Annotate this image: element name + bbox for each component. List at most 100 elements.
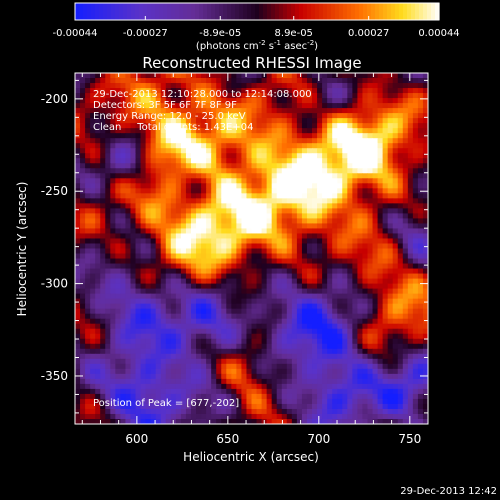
heatmap-cell: [80, 343, 86, 350]
heatmap-cell: [90, 118, 96, 124]
heatmap-cell: [175, 158, 182, 164]
heatmap-cell: [382, 113, 389, 119]
heatmap-cell: [337, 248, 343, 255]
heatmap-cell: [392, 133, 399, 139]
heatmap-cell: [231, 313, 237, 320]
heatmap-cell: [196, 313, 202, 320]
heatmap-cell: [402, 273, 409, 280]
heatmap-cell: [115, 253, 121, 260]
heatmap-cell: [206, 118, 212, 124]
heatmap-cell: [201, 248, 207, 255]
heatmap-cell: [392, 233, 399, 239]
heatmap-cell: [402, 318, 409, 325]
heatmap-cell: [417, 138, 424, 144]
heatmap-cell: [201, 308, 207, 315]
heatmap-cell: [85, 253, 91, 260]
heatmap-cell: [412, 83, 419, 89]
heatmap-cell: [236, 228, 242, 234]
heatmap-cell: [110, 253, 116, 260]
heatmap-cell: [301, 238, 308, 244]
heatmap-cell: [135, 278, 142, 285]
heatmap-cell: [271, 163, 278, 169]
heatmap-cell: [261, 133, 268, 139]
heatmap-cell: [417, 388, 424, 395]
heatmap-cell: [327, 153, 333, 159]
heatmap-cell: [402, 143, 409, 149]
heatmap-cell: [317, 243, 323, 249]
heatmap-cell: [291, 398, 298, 405]
heatmap-cell: [165, 128, 172, 134]
heatmap-cell: [216, 293, 222, 300]
heatmap-cell: [145, 123, 152, 129]
heatmap-cell: [241, 388, 247, 395]
heatmap-cell: [377, 248, 384, 255]
heatmap-cell: [397, 228, 404, 234]
heatmap-cell: [180, 268, 187, 275]
heatmap-cell: [407, 343, 414, 350]
heatmap-cell: [261, 393, 268, 400]
heatmap-cell: [246, 168, 252, 174]
heatmap-cell: [276, 263, 283, 270]
heatmap-cell: [170, 338, 177, 345]
heatmap-cell: [221, 198, 227, 204]
heatmap-cell: [95, 333, 101, 340]
heatmap-cell: [256, 333, 263, 340]
heatmap-cell: [402, 348, 409, 355]
heatmap-cell: [261, 123, 268, 129]
heatmap-cell: [135, 78, 142, 84]
heatmap-cell: [286, 383, 293, 390]
heatmap-cell: [90, 73, 96, 79]
heatmap-cell: [397, 373, 404, 380]
heatmap-cell: [327, 383, 333, 390]
heatmap-cell: [317, 383, 323, 390]
heatmap-cell: [347, 313, 353, 320]
heatmap-cell: [382, 413, 389, 420]
heatmap-cell: [352, 358, 358, 365]
heatmap-cell: [236, 88, 242, 94]
heatmap-cell: [85, 398, 91, 405]
heatmap-cell: [266, 373, 273, 380]
heatmap-cell: [241, 148, 247, 154]
heatmap-cell: [221, 113, 227, 119]
heatmap-cell: [387, 188, 394, 194]
heatmap-cell: [392, 168, 399, 174]
heatmap-cell: [125, 123, 131, 129]
heatmap-cell: [342, 368, 348, 375]
heatmap-cell: [276, 308, 283, 315]
colorbar-cell: [391, 3, 396, 20]
heatmap-cell: [362, 418, 368, 425]
heatmap-cell: [216, 173, 222, 179]
heatmap-cell: [135, 273, 142, 280]
heatmap-cell: [306, 158, 313, 164]
heatmap-cell: [175, 233, 182, 239]
heatmap-cell: [145, 288, 152, 295]
heatmap-cell: [155, 293, 162, 300]
heatmap-cell: [342, 98, 348, 104]
heatmap-cell: [95, 373, 101, 380]
heatmap-cell: [115, 118, 121, 124]
heatmap-cell: [246, 248, 252, 255]
heatmap-cell: [367, 273, 374, 280]
heatmap-cell: [317, 343, 323, 350]
heatmap-cell: [251, 233, 258, 239]
heatmap-cell: [291, 198, 298, 204]
heatmap-cell: [80, 123, 86, 129]
heatmap-cell: [75, 73, 81, 79]
heatmap-cell: [271, 398, 278, 405]
heatmap-cell: [110, 353, 116, 360]
heatmap-cell: [271, 333, 278, 340]
heatmap-cell: [150, 178, 157, 184]
heatmap-cell: [387, 338, 394, 345]
heatmap-cell: [362, 198, 368, 204]
heatmap-cell: [266, 233, 273, 239]
heatmap-cell: [150, 363, 157, 370]
colorbar-cell: [175, 3, 180, 20]
heatmap-cell: [322, 408, 328, 415]
heatmap-cell: [392, 393, 399, 400]
heatmap-cell: [312, 148, 318, 154]
heatmap-cell: [312, 228, 318, 234]
heatmap-cell: [407, 363, 414, 370]
heatmap-cell: [367, 203, 374, 209]
colorbar-cell: [291, 3, 296, 20]
heatmap-cell: [407, 128, 414, 134]
